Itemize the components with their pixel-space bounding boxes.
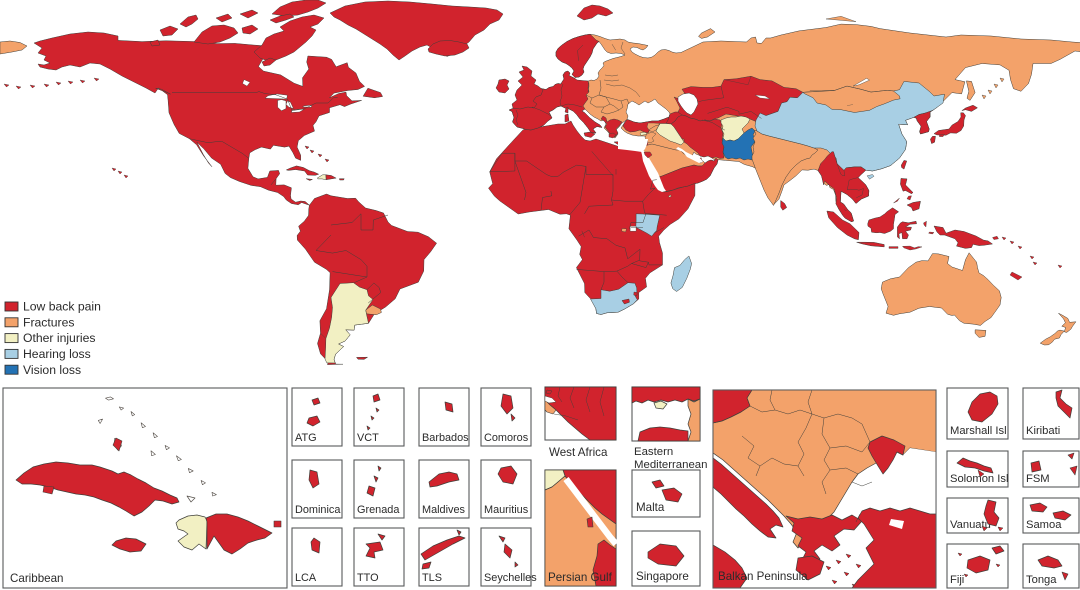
svg-text:LCA: LCA <box>295 572 317 584</box>
svg-text:Vanuatu: Vanuatu <box>950 519 991 531</box>
svg-text:Mediterranean: Mediterranean <box>634 459 707 471</box>
svg-text:Caribbean: Caribbean <box>10 572 64 585</box>
svg-text:ATG: ATG <box>295 432 317 444</box>
svg-text:Other injuries: Other injuries <box>23 331 95 345</box>
svg-text:Malta: Malta <box>636 501 665 514</box>
svg-text:Maldives: Maldives <box>422 504 466 516</box>
svg-text:Seychelles: Seychelles <box>484 572 537 584</box>
svg-text:Singapore: Singapore <box>636 570 689 583</box>
svg-text:Mauritius: Mauritius <box>484 504 529 516</box>
svg-text:Eastern: Eastern <box>634 446 673 458</box>
svg-text:Vision loss: Vision loss <box>23 363 81 377</box>
svg-text:Grenada: Grenada <box>357 504 400 516</box>
svg-text:Low back pain: Low back pain <box>23 300 101 314</box>
svg-text:Persian Gulf: Persian Gulf <box>548 571 613 584</box>
svg-text:Marshall Isl: Marshall Isl <box>950 425 1007 437</box>
svg-text:West Africa: West Africa <box>549 446 608 459</box>
svg-text:FSM: FSM <box>1026 473 1050 485</box>
svg-text:TTO: TTO <box>357 572 379 584</box>
svg-text:Fiji: Fiji <box>950 574 964 586</box>
svg-text:Solomon Isl: Solomon Isl <box>950 473 1008 485</box>
svg-text:VCT: VCT <box>357 432 379 444</box>
svg-text:Hearing loss: Hearing loss <box>23 347 91 361</box>
svg-text:Fractures: Fractures <box>23 315 74 329</box>
svg-text:Barbados: Barbados <box>422 432 469 444</box>
svg-text:Tonga: Tonga <box>1026 574 1057 586</box>
svg-text:Kiribati: Kiribati <box>1026 425 1060 437</box>
svg-text:Balkan Peninsula: Balkan Peninsula <box>718 570 808 583</box>
svg-text:TLS: TLS <box>422 572 442 584</box>
svg-text:Samoa: Samoa <box>1026 519 1062 531</box>
svg-text:Comoros: Comoros <box>484 432 529 444</box>
svg-text:Dominica: Dominica <box>295 504 341 516</box>
